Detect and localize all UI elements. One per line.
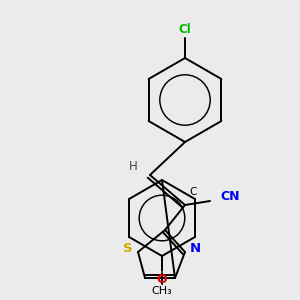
Text: CH₃: CH₃: [152, 286, 172, 296]
Text: C: C: [189, 187, 196, 197]
Text: CN: CN: [220, 190, 239, 203]
Text: N: N: [190, 242, 201, 256]
Text: O: O: [157, 273, 167, 286]
Text: S: S: [123, 242, 133, 256]
Text: Cl: Cl: [178, 23, 191, 36]
Text: H: H: [129, 160, 138, 173]
